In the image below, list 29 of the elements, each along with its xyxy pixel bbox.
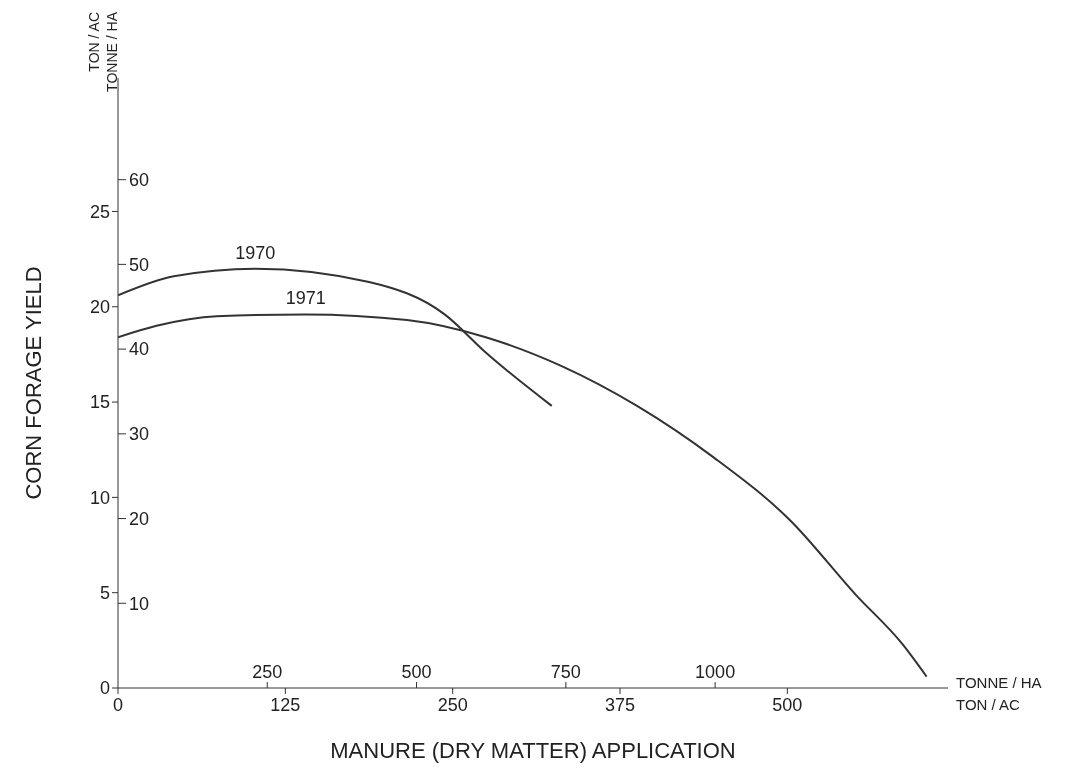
series-label: 1970: [235, 242, 276, 263]
x2-tick-label: 750: [550, 662, 581, 682]
y2-tick-label: 40: [129, 339, 150, 360]
y-tick-label: 0: [99, 678, 110, 699]
x-tick-label: 125: [270, 694, 301, 715]
y-tick-label: 10: [89, 487, 110, 508]
annotation: TONNE / HA: [104, 12, 120, 92]
series-label: 1971: [285, 288, 326, 309]
x2-tick-label: 1000: [695, 662, 736, 682]
y2-tick-label: 60: [129, 169, 150, 190]
y-tick-label: 15: [89, 392, 110, 413]
x-axis-title: MANURE (DRY MATTER) APPLICATION: [330, 738, 736, 763]
text: TON / AC: [86, 12, 102, 72]
y-tick-label: 5: [99, 583, 110, 604]
x2-axis-title: TONNE / HA: [956, 674, 1042, 691]
x-tick-label: 250: [437, 694, 468, 715]
x-tick-label: 0: [112, 694, 124, 715]
x2-tick-label: 500: [401, 662, 432, 682]
y2-tick-label: 30: [129, 424, 150, 445]
y-tick-label: 25: [89, 201, 110, 222]
x-tick-label: 375: [604, 694, 636, 715]
x2-tick-label: 250: [252, 662, 283, 682]
y-tick-label: 20: [89, 297, 110, 318]
x-tick-label: 500: [772, 694, 803, 715]
y2-tick-label: 50: [129, 254, 150, 275]
y-axis-title: CORN FORAGE YIELD: [20, 266, 46, 500]
y2-tick-label: 20: [129, 508, 150, 529]
text: TON / AC: [956, 696, 1020, 713]
y2-tick-label: 10: [129, 593, 150, 614]
